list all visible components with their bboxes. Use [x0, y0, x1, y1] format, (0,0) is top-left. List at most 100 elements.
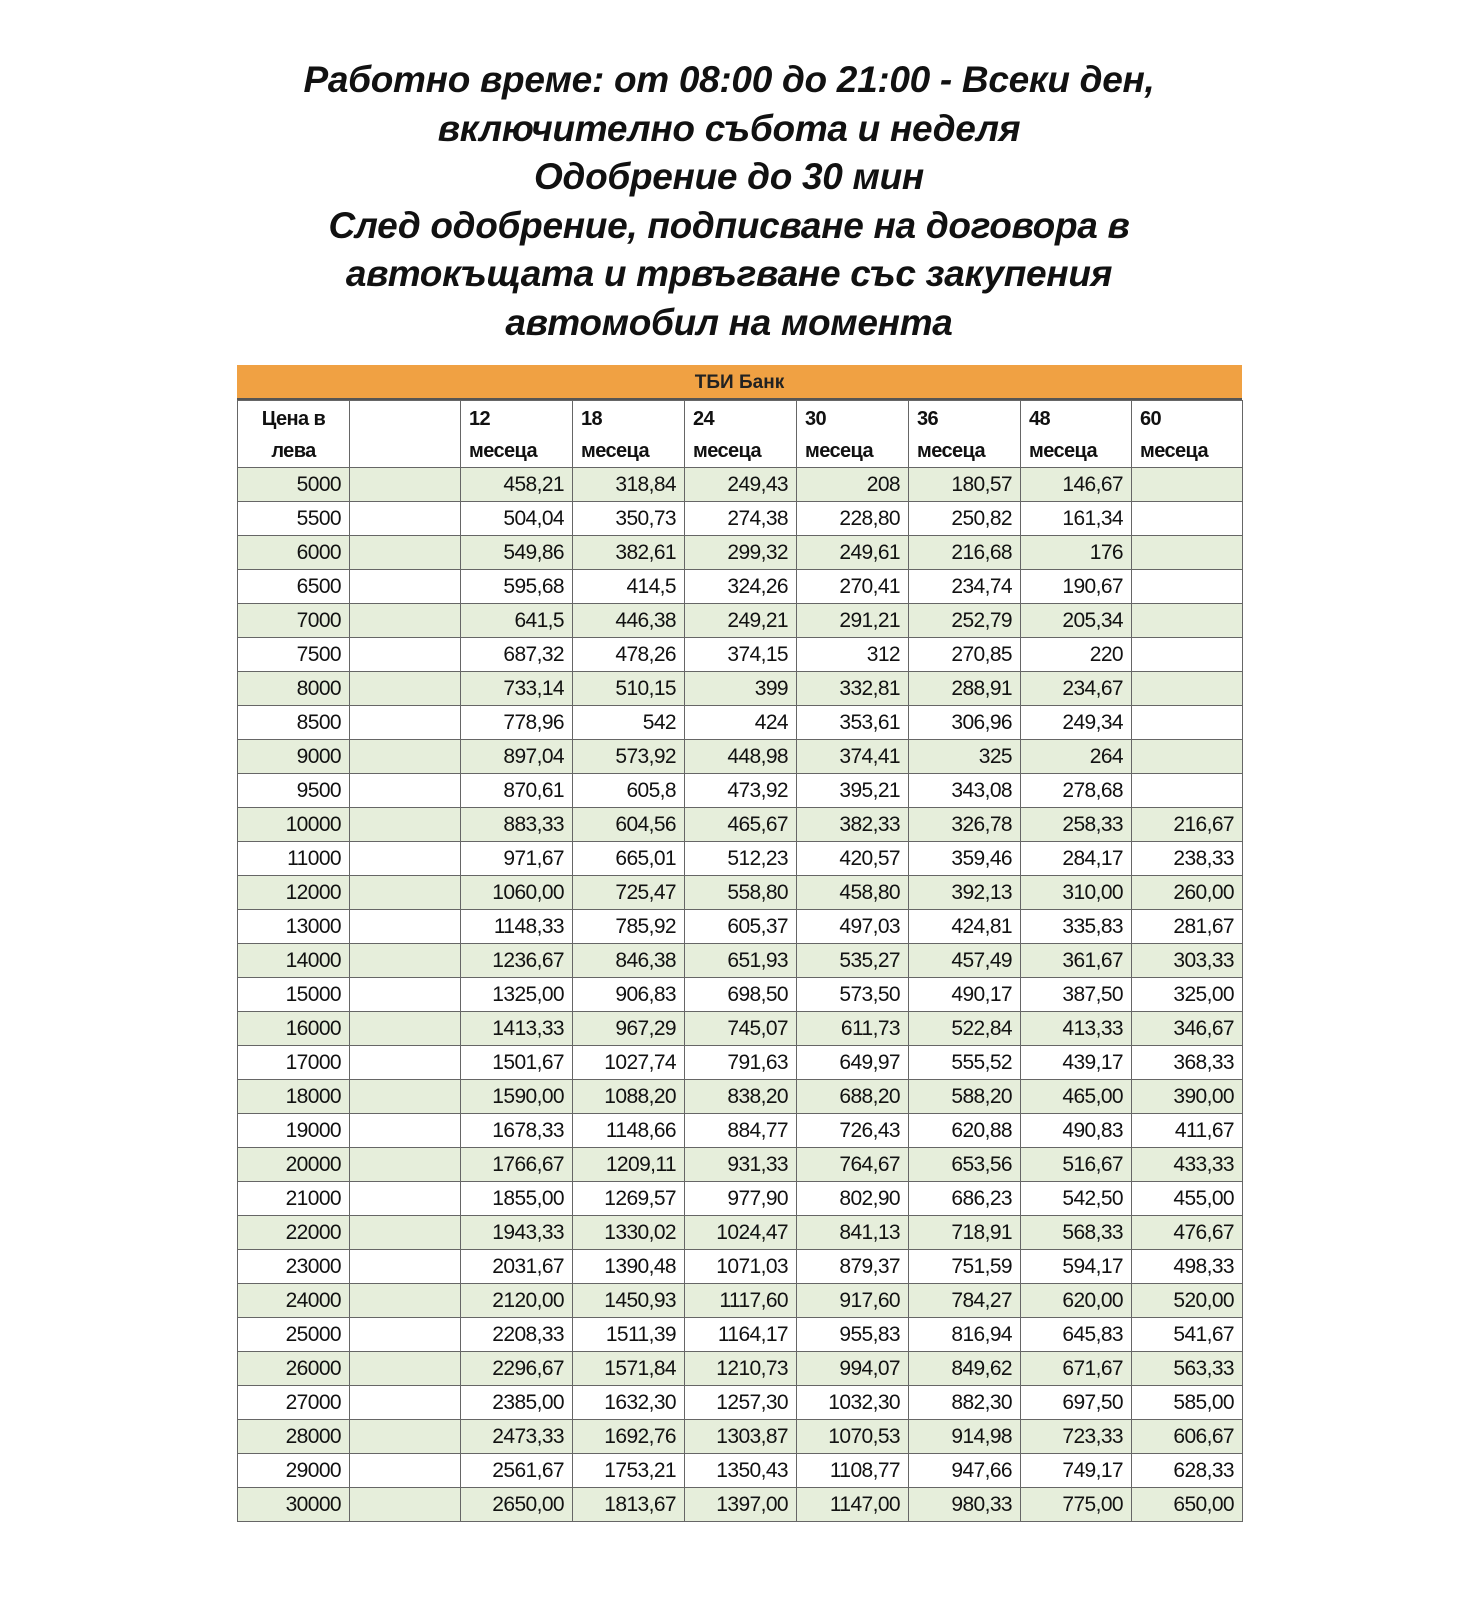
payment-cell: 288,91 [908, 671, 1021, 706]
payment-cell: 234,67 [1020, 671, 1132, 706]
payment-cell: 838,20 [684, 1079, 797, 1114]
title-line: Одобрение до 30 мин [534, 156, 924, 197]
price-cell: 7000 [237, 603, 350, 638]
payment-cell: 620,00 [1020, 1283, 1132, 1318]
payment-cell: 1148,66 [572, 1113, 685, 1148]
payment-cell: 778,96 [460, 705, 573, 740]
payment-cell: 1269,57 [572, 1181, 685, 1216]
price-cell: 22000 [237, 1215, 350, 1250]
price-cell: 26000 [237, 1351, 350, 1386]
payment-cell: 955,83 [796, 1317, 909, 1352]
payment-cell: 520,00 [1131, 1283, 1243, 1318]
payment-cell: 883,33 [460, 807, 573, 842]
payment-cell [349, 1487, 461, 1522]
payment-cell: 411,67 [1131, 1113, 1243, 1148]
table-row: 15000 1325,00 906,83 698,50 573,50 490,17 387,… [237, 977, 1243, 1012]
column-header-line [358, 403, 452, 435]
payment-cell: 1071,03 [684, 1249, 797, 1284]
payment-cell: 884,77 [684, 1113, 797, 1148]
payment-cell [349, 535, 461, 570]
payment-cell: 510,15 [572, 671, 685, 706]
table-row: 29000 2561,67 1753,21 1350,43 1108,77 947,66 7… [237, 1453, 1243, 1488]
column-header-line: 30 [805, 408, 827, 430]
price-cell: 9500 [237, 773, 350, 808]
payment-cell: 490,17 [908, 977, 1021, 1012]
payment-cell [349, 467, 461, 502]
table-row: 22000 1943,33 1330,02 1024,47 841,13 718,91 56… [237, 1215, 1243, 1250]
payment-cell: 688,20 [796, 1079, 909, 1114]
payment-cell: 651,93 [684, 943, 797, 978]
payment-cell: 1032,30 [796, 1385, 909, 1420]
payment-cell: 967,29 [572, 1011, 685, 1046]
column-header: 36 месеца [908, 400, 1021, 468]
payment-cell [349, 637, 461, 672]
payment-cell: 264 [1020, 739, 1132, 774]
payment-cell: 698,50 [684, 977, 797, 1012]
column-header-line: лева [271, 440, 316, 462]
payment-cell: 628,33 [1131, 1453, 1243, 1488]
payment-cell: 424,81 [908, 909, 1021, 944]
payment-cell: 1753,21 [572, 1453, 685, 1488]
column-header-line: 48 [1029, 408, 1051, 430]
price-cell: 25000 [237, 1317, 350, 1352]
payment-cell: 785,92 [572, 909, 685, 944]
payment-cell [349, 773, 461, 808]
payment-cell: 238,33 [1131, 841, 1243, 876]
payment-cell [349, 1453, 461, 1488]
payment-cell: 413,33 [1020, 1011, 1132, 1046]
price-cell: 28000 [237, 1419, 350, 1454]
table-row: 17000 1501,67 1027,74 791,63 649,97 555,52 439… [237, 1045, 1243, 1080]
payment-cell: 1147,00 [796, 1487, 909, 1522]
column-header: 48 месеца [1020, 400, 1132, 468]
payment-cell [349, 909, 461, 944]
payment-cell: 535,27 [796, 943, 909, 978]
payment-cell: 594,17 [1020, 1249, 1132, 1284]
payment-cell: 281,67 [1131, 909, 1243, 944]
payment-cell [349, 1419, 461, 1454]
payment-cell: 1501,67 [460, 1045, 573, 1080]
payment-cell: 473,92 [684, 773, 797, 808]
payment-cell: 641,5 [460, 603, 573, 638]
payment-cell [349, 671, 461, 706]
payment-cell: 671,67 [1020, 1351, 1132, 1386]
payment-cell: 725,47 [572, 875, 685, 910]
payment-cell [1131, 705, 1243, 740]
table-row: 23000 2031,67 1390,48 1071,03 879,37 751,59 59… [237, 1249, 1243, 1284]
payment-cell: 284,17 [1020, 841, 1132, 876]
payment-cell: 931,33 [684, 1147, 797, 1182]
payment-cell: 1303,87 [684, 1419, 797, 1454]
payment-cell: 249,43 [684, 467, 797, 502]
payment-cell: 161,34 [1020, 501, 1132, 536]
table-body: 5000 458,21 318,84 249,43 208 180,57 146,67 550… [237, 467, 1243, 1522]
payment-cell: 312 [796, 637, 909, 672]
payment-cell: 1209,11 [572, 1147, 685, 1182]
payment-cell: 1325,00 [460, 977, 573, 1012]
payment-cell: 392,13 [908, 875, 1021, 910]
payment-cell: 439,17 [1020, 1045, 1132, 1080]
price-cell: 6000 [237, 535, 350, 570]
payment-cell [349, 1351, 461, 1386]
payment-cell: 1450,93 [572, 1283, 685, 1318]
payment-cell: 374,15 [684, 637, 797, 672]
payment-cell [349, 1385, 461, 1420]
payment-cell: 604,56 [572, 807, 685, 842]
payment-cell: 368,33 [1131, 1045, 1243, 1080]
table-row: 14000 1236,67 846,38 651,93 535,27 457,49 361,… [237, 943, 1243, 978]
title-line: автокъщата и трвъгване със закупения [345, 253, 1113, 294]
payment-cell [349, 875, 461, 910]
payment-cell: 588,20 [908, 1079, 1021, 1114]
payment-cell [349, 1181, 461, 1216]
payment-cell: 504,04 [460, 501, 573, 536]
payment-cell: 270,41 [796, 569, 909, 604]
payment-cell: 605,8 [572, 773, 685, 808]
payment-cell: 917,60 [796, 1283, 909, 1318]
payment-cell: 318,84 [572, 467, 685, 502]
payment-cell: 2473,33 [460, 1419, 573, 1454]
payment-cell [349, 1283, 461, 1318]
payment-cell [349, 1113, 461, 1148]
payment-cell: 665,01 [572, 841, 685, 876]
price-cell: 19000 [237, 1113, 350, 1148]
table-row: 19000 1678,33 1148,66 884,77 726,43 620,88 490… [237, 1113, 1243, 1148]
payment-cell: 1350,43 [684, 1453, 797, 1488]
payment-cell: 228,80 [796, 501, 909, 536]
